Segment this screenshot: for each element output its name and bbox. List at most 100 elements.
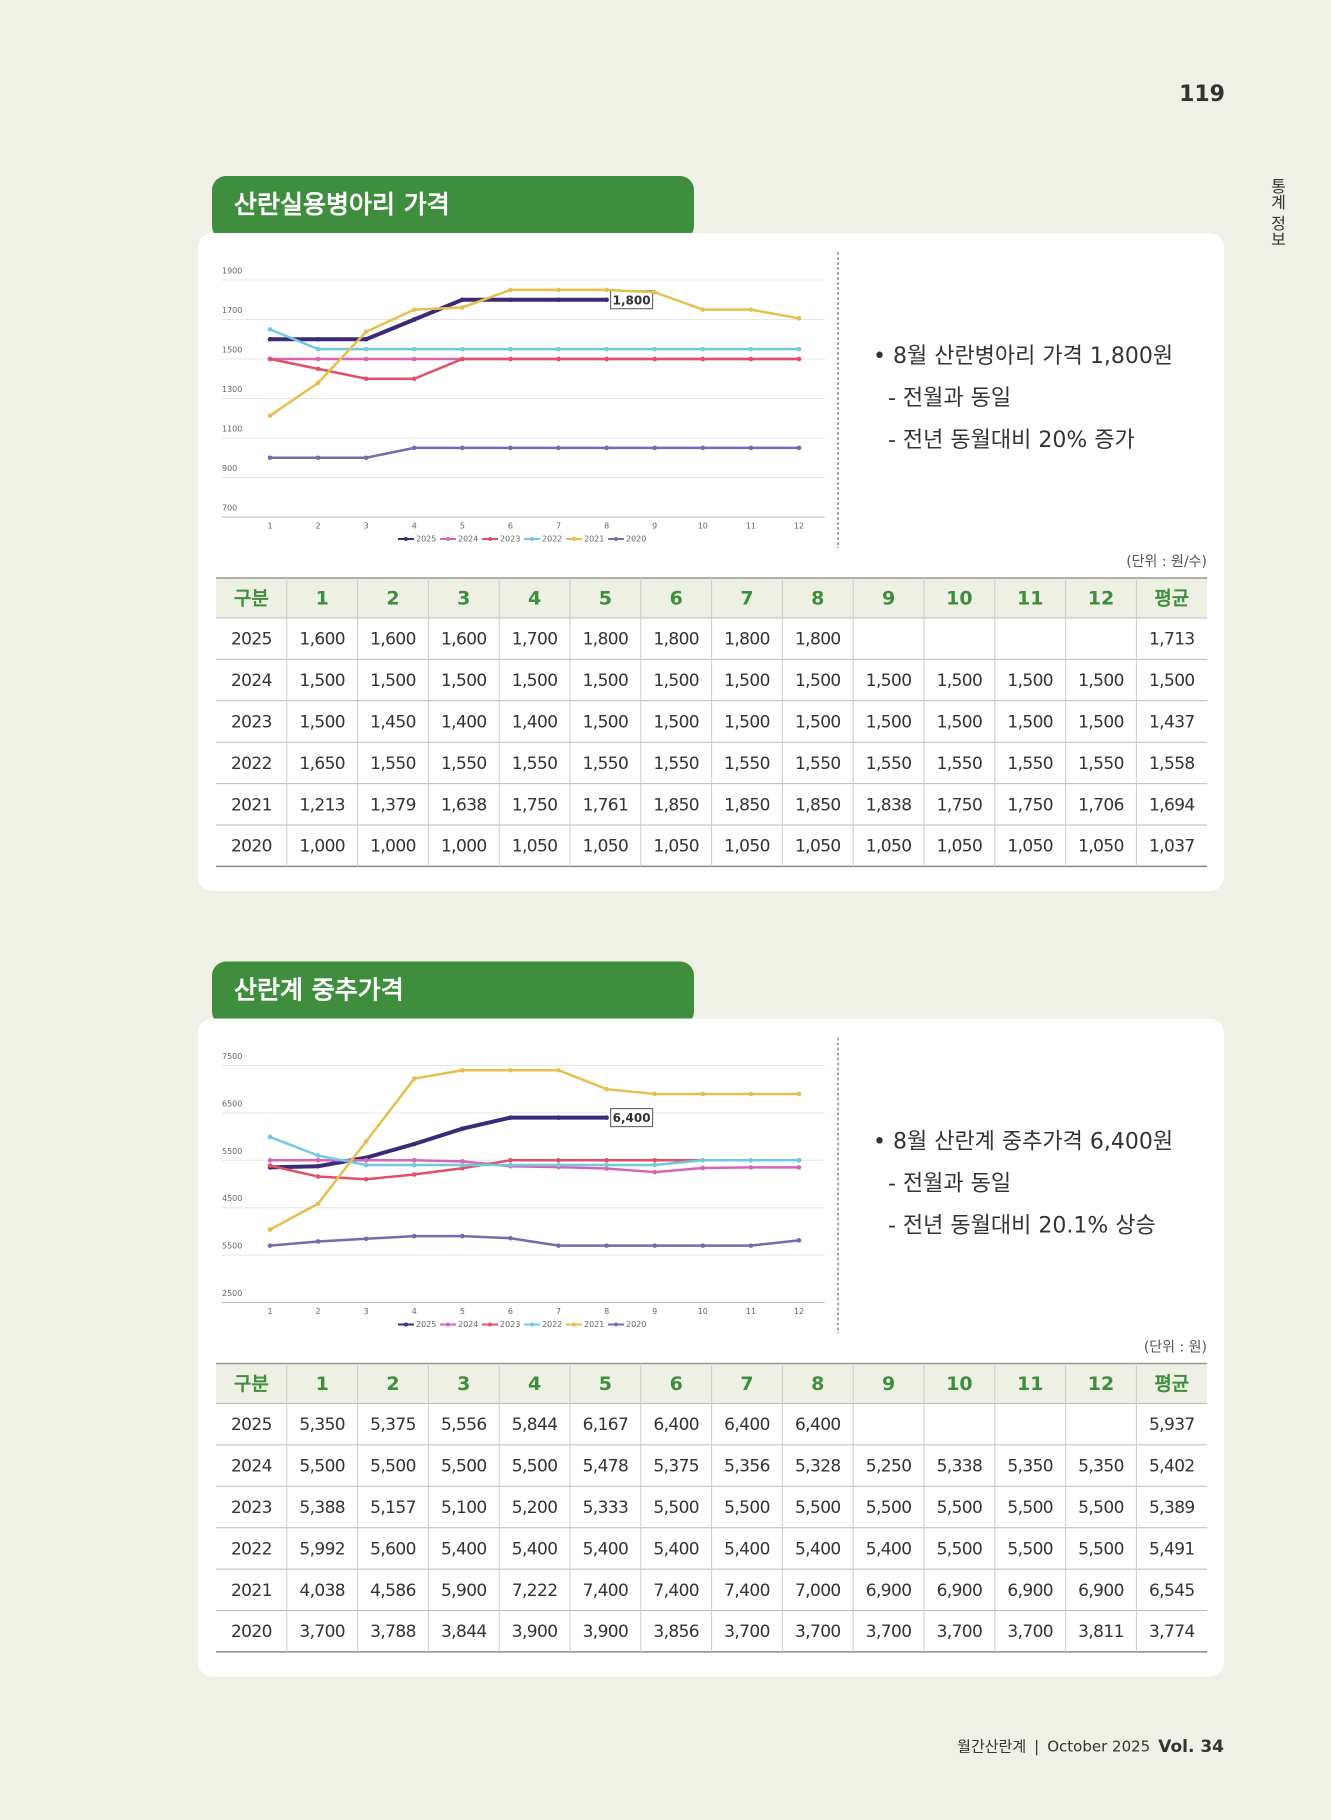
table-header: 구분 xyxy=(234,1373,269,1395)
series-point xyxy=(267,1158,273,1163)
note: - 전년 동월대비 20.1% 상승 xyxy=(888,1214,1156,1239)
table-cell: 5,500 xyxy=(1078,1498,1124,1518)
table-cell: 1,694 xyxy=(1149,795,1195,815)
table-cell: 1,050 xyxy=(1078,837,1124,857)
series-point xyxy=(508,1235,513,1241)
table-cell: 5,350 xyxy=(1007,1457,1053,1477)
table-cell: 5,500 xyxy=(653,1498,699,1518)
table-cell: 1,550 xyxy=(583,754,629,774)
table-cell: 1,050 xyxy=(583,837,629,857)
y-tick-label: 1500 xyxy=(222,346,242,355)
table-cell: 5,844 xyxy=(512,1415,558,1435)
series-point xyxy=(363,329,369,335)
table-cell: 5,402 xyxy=(1149,1457,1195,1477)
table-cell: 5,375 xyxy=(653,1457,699,1477)
table-cell: 1,706 xyxy=(1078,795,1124,815)
y-tick-label: 5500 xyxy=(222,1242,242,1251)
series-point xyxy=(748,1091,754,1097)
y-tick-label: 700 xyxy=(222,504,237,513)
note: - 전월과 동일 xyxy=(888,386,1011,411)
table-cell: 1,050 xyxy=(1007,837,1053,857)
legend-label: 2025 xyxy=(416,535,436,544)
x-tick-label: 3 xyxy=(364,1307,369,1316)
table-cell: 3,844 xyxy=(441,1622,487,1642)
series-point xyxy=(363,346,369,352)
series-point xyxy=(508,1158,513,1163)
series-point xyxy=(652,356,658,362)
table-cell: 5,500 xyxy=(299,1457,345,1477)
series-point xyxy=(652,346,658,352)
legend-label: 2021 xyxy=(584,1320,604,1329)
series-line xyxy=(269,1234,800,1247)
table-cell: 1,500 xyxy=(441,671,487,691)
table-cell: 6,400 xyxy=(724,1415,770,1435)
table-cell: 1,550 xyxy=(370,754,416,774)
legend-label: 2025 xyxy=(416,1320,436,1329)
series-point xyxy=(315,455,321,461)
x-tick-label: 8 xyxy=(604,522,609,531)
series-point xyxy=(267,413,273,418)
side-label: 통계 정보 xyxy=(1268,178,1287,247)
table-cell: 1,400 xyxy=(512,713,558,733)
table-cell: 1,050 xyxy=(512,837,558,857)
table-cell: 1,213 xyxy=(299,795,345,815)
table-cell: 1,500 xyxy=(1007,713,1053,733)
series-point xyxy=(411,1158,417,1163)
table-header: 1 xyxy=(316,588,329,610)
series-point xyxy=(796,1158,802,1163)
y-tick-label: 5500 xyxy=(222,1147,242,1156)
table-cell: 6,400 xyxy=(795,1415,841,1435)
y-tick-label: 4500 xyxy=(222,1194,242,1203)
card xyxy=(198,233,1224,891)
series-point xyxy=(315,1153,321,1158)
series-point xyxy=(556,1067,561,1073)
series-point xyxy=(315,346,321,352)
table-header: 12 xyxy=(1088,1373,1114,1395)
section-title: 산란실용병아리 가격 xyxy=(234,190,450,219)
table-cell: 5,400 xyxy=(866,1539,912,1559)
series-point xyxy=(411,1141,417,1147)
series-point xyxy=(508,346,513,352)
x-tick-label: 12 xyxy=(794,1307,804,1316)
legend-label: 2020 xyxy=(626,1320,646,1329)
series-point xyxy=(267,327,273,332)
series-point xyxy=(315,1239,321,1244)
series-point xyxy=(556,356,561,362)
series-point xyxy=(556,445,561,451)
series-point xyxy=(460,1165,465,1171)
table-cell: 1,500 xyxy=(299,671,345,691)
table-cell: 2025 xyxy=(231,1415,272,1435)
series-point xyxy=(411,445,417,451)
table-cell: 5,375 xyxy=(370,1415,416,1435)
x-tick-label: 11 xyxy=(746,522,756,531)
series-point xyxy=(604,445,609,451)
series-point xyxy=(508,1162,513,1168)
table-cell: 2020 xyxy=(231,1622,272,1642)
table-cell: 3,900 xyxy=(512,1622,558,1642)
series-point xyxy=(267,356,273,362)
x-tick-label: 1 xyxy=(267,1307,272,1316)
table-cell: 5,500 xyxy=(1007,1498,1053,1518)
table-cell: 6,900 xyxy=(1078,1581,1124,1601)
series-point xyxy=(315,380,321,386)
table-cell: 5,500 xyxy=(1078,1539,1124,1559)
table-cell: 6,900 xyxy=(866,1581,912,1601)
footer-separator: | xyxy=(1034,1738,1039,1756)
series-point xyxy=(315,1158,321,1163)
series-point xyxy=(363,376,369,382)
table-cell: 7,222 xyxy=(512,1581,558,1601)
unit: (단위 : 원) xyxy=(1144,1340,1207,1356)
table-cell: 1,500 xyxy=(370,671,416,691)
series-point xyxy=(700,307,706,312)
table-header: 4 xyxy=(528,588,541,610)
series-point xyxy=(748,356,754,362)
series-point xyxy=(411,346,417,352)
table-cell: 3,774 xyxy=(1149,1622,1195,1642)
table-cell: 2024 xyxy=(231,1457,272,1477)
table-cell: 1,500 xyxy=(653,671,699,691)
y-tick-label: 1700 xyxy=(222,306,242,315)
section-tab xyxy=(212,176,694,240)
table-header: 평균 xyxy=(1154,588,1189,610)
series-point xyxy=(604,297,609,303)
legend-label: 2022 xyxy=(542,535,562,544)
